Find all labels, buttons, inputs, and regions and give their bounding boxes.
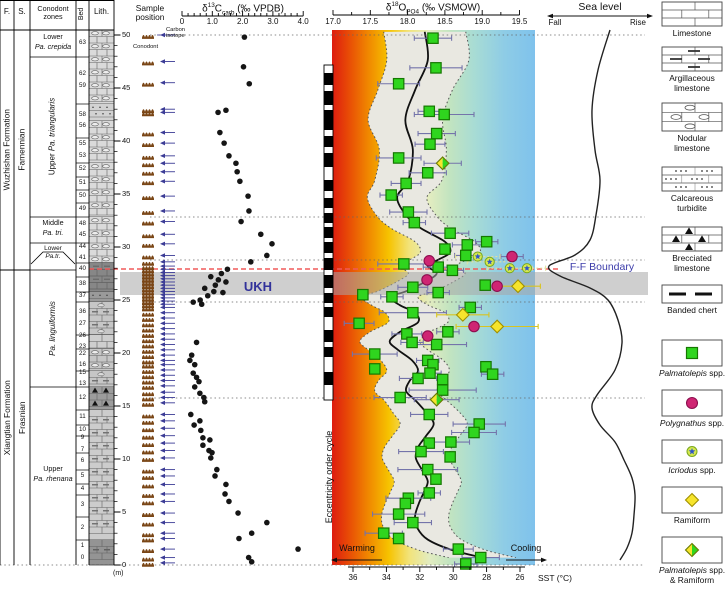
depth-scale xyxy=(114,34,121,566)
ukh-band-layer xyxy=(120,272,648,295)
sea-level-curve xyxy=(547,29,636,561)
eccentricity-bar xyxy=(323,64,334,401)
reference-lines xyxy=(0,34,645,566)
lithology-column xyxy=(89,30,114,566)
d18o-markers xyxy=(353,32,533,570)
sample-marks xyxy=(142,32,175,567)
table-lines xyxy=(0,0,115,565)
legend-swatches xyxy=(661,1,723,564)
axes xyxy=(181,10,653,572)
d13c-points xyxy=(187,34,301,565)
